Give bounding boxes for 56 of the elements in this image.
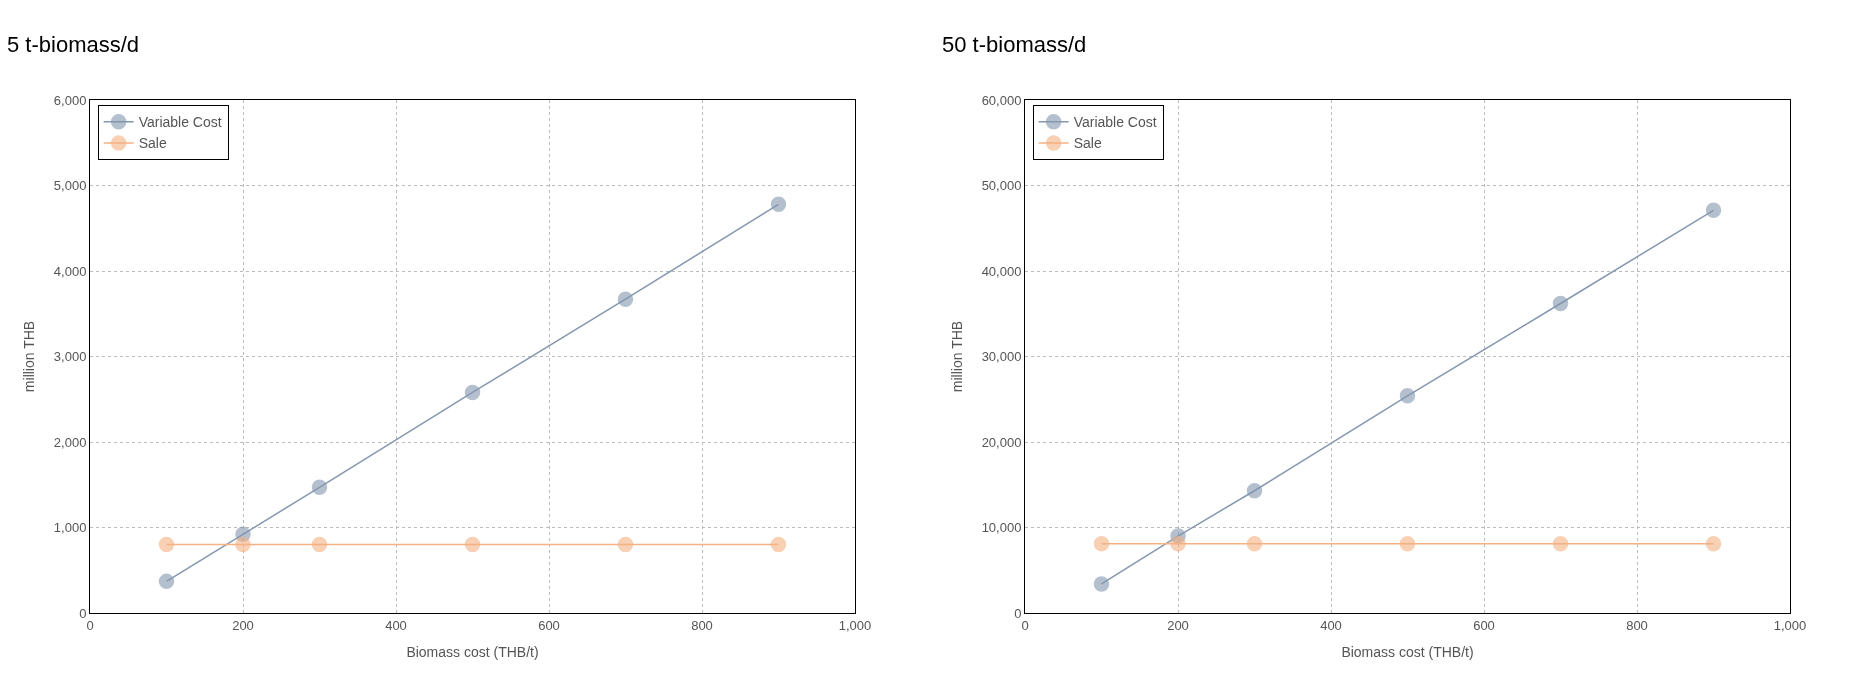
- point: [770, 196, 787, 213]
- y-axis-title: million THB: [21, 320, 38, 393]
- y-tick-label: 30,000: [981, 349, 1022, 365]
- x-tick-label: 200: [1167, 617, 1189, 633]
- x-tick-label: 800: [1626, 617, 1648, 633]
- x-tick-label: 1,000: [838, 617, 872, 633]
- point: [1705, 202, 1722, 219]
- x-axis-title: Biomass cost (THB/t): [406, 643, 539, 660]
- point: [1552, 295, 1569, 312]
- point: [1093, 536, 1110, 552]
- y-tick-label: 4,000: [53, 263, 87, 279]
- y-tick-label: 20,000: [981, 434, 1022, 450]
- y-tick-label: 6,000: [53, 92, 87, 108]
- point: [770, 536, 787, 553]
- point: [311, 536, 328, 553]
- x-tick-label: 400: [385, 617, 407, 633]
- y-tick-label: 3,000: [53, 349, 87, 365]
- point: [1705, 536, 1722, 552]
- point: [1170, 536, 1186, 552]
- y-tick-label: 60,000: [981, 92, 1022, 108]
- point: [1552, 536, 1569, 552]
- x-tick-label: 200: [232, 617, 254, 633]
- point: [464, 384, 481, 401]
- point: [1399, 536, 1416, 552]
- y-tick-label: 1,000: [53, 520, 87, 536]
- y-tick-label: 0: [1014, 605, 1022, 621]
- point: [235, 536, 251, 553]
- x-tick-label: 1,000: [1773, 617, 1807, 633]
- point: [464, 536, 481, 553]
- legend-label: Sale: [1073, 135, 1102, 152]
- legend-label: Variable Cost: [1073, 114, 1157, 131]
- point: [617, 291, 634, 307]
- y-tick-label: 40,000: [981, 263, 1022, 279]
- y-tick-label: 5,000: [53, 178, 87, 194]
- x-tick-label: 600: [538, 617, 560, 633]
- point: [158, 536, 175, 553]
- y-tick-label: 0: [79, 605, 87, 621]
- x-tick-label: 400: [1320, 617, 1342, 633]
- y-axis-title: million THB: [949, 320, 966, 393]
- point: [1093, 576, 1110, 592]
- y-tick-label: 2,000: [53, 434, 87, 450]
- x-tick-label: 600: [1473, 617, 1495, 633]
- x-tick-label: 800: [691, 617, 713, 633]
- point: [1399, 388, 1416, 404]
- point: [311, 479, 328, 496]
- y-tick-label: 50,000: [981, 178, 1022, 194]
- point: [158, 573, 175, 590]
- chart-title: 5 t-biomass/d: [7, 32, 140, 57]
- x-axis-title: Biomass cost (THB/t): [1341, 643, 1474, 660]
- chart-title: 50 t-biomass/d: [942, 32, 1087, 57]
- legend-label: Sale: [138, 135, 167, 152]
- legend-label: Variable Cost: [138, 114, 222, 131]
- y-tick-label: 10,000: [981, 520, 1022, 536]
- point: [1246, 536, 1263, 552]
- point: [617, 536, 634, 553]
- point: [1246, 482, 1263, 499]
